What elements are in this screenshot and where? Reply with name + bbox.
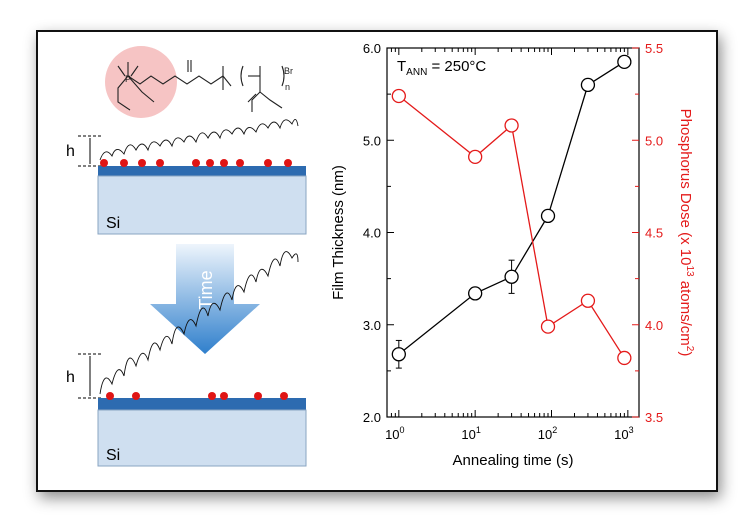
- x-tick-label: 102: [538, 425, 557, 442]
- repeat-unit-n: n: [285, 82, 290, 92]
- molecule-structure: P Br n: [105, 46, 293, 118]
- arrow-shape: [150, 244, 260, 354]
- y-tick-label: 5.0: [363, 133, 381, 148]
- series-1: [391, 54, 632, 369]
- y-tick-label: 6.0: [363, 41, 381, 56]
- data-point: [391, 88, 406, 104]
- oxide-layer: [98, 166, 306, 176]
- data-point: [504, 269, 519, 284]
- data-point: [468, 286, 483, 301]
- y-tick-label: 4.0: [363, 226, 381, 241]
- phosphonate-highlight: [105, 46, 177, 118]
- polymer-chains-thick: [99, 251, 299, 395]
- x-tick-label: 103: [614, 425, 633, 442]
- chart-series: [391, 54, 632, 369]
- figure-frame: P Br n h Si Time: [36, 30, 718, 492]
- substrate-label: Si: [106, 215, 120, 232]
- anchor-dots: [100, 159, 292, 167]
- data-point: [617, 54, 632, 69]
- data-point: [580, 77, 596, 93]
- data-point: [391, 347, 406, 362]
- y-tick-label: 3.0: [363, 318, 381, 333]
- data-point: [580, 293, 596, 308]
- temperature-annotation: TANN = 250°C: [397, 58, 486, 78]
- data-point: [468, 149, 483, 165]
- chart: 100 101 102 103 2.0 3.0 4.0 5.0 6.0 3.5 4.0 4.5 5.0 5…: [330, 41, 695, 469]
- y2-tick-label: 3.5: [645, 410, 663, 425]
- y-tick-label: 2.0: [363, 410, 381, 425]
- y2-tick-label: 5.5: [645, 41, 663, 56]
- data-point: [617, 350, 632, 366]
- substrate-after: h Si: [66, 251, 307, 467]
- y2-tick-label: 4.5: [645, 226, 663, 241]
- y2-axis-label: Phosphorus Dose (x 1013 atoms/cm2): [677, 109, 695, 357]
- bromine-atom: Br: [284, 66, 293, 76]
- x-tick-label: 100: [385, 425, 404, 442]
- chart-ticks: 100 101 102 103 2.0 3.0 4.0 5.0 6.0 3.5 4.0 4.5 5.0 5…: [363, 41, 663, 442]
- time-arrow: Time: [150, 244, 260, 354]
- schematic: P Br n h Si Time: [66, 46, 307, 467]
- figure-canvas: P Br n h Si Time: [66, 41, 695, 469]
- y-axis-label: Film Thickness (nm): [330, 165, 347, 300]
- phosphorus-atom: P: [125, 74, 131, 84]
- x-axis-label: Annealing time (s): [453, 452, 574, 469]
- series-line: [398, 95, 625, 359]
- y2-tick-label: 4.0: [645, 318, 663, 333]
- oxide-layer-after: [98, 398, 306, 410]
- substrate-label-after: Si: [106, 447, 120, 464]
- thickness-label-after: h: [66, 369, 75, 386]
- polymer-chains-thin: [99, 119, 299, 161]
- time-label: Time: [196, 270, 216, 309]
- data-point: [504, 118, 519, 133]
- plot-frame: [386, 47, 640, 418]
- substrate-before: h Si: [66, 119, 307, 235]
- silicon-substrate-after: [97, 409, 307, 467]
- thickness-label: h: [66, 143, 75, 160]
- series-2: [391, 88, 632, 366]
- y2-tick-label: 5.0: [645, 133, 663, 148]
- silicon-substrate: [97, 175, 307, 235]
- series-line: [398, 61, 625, 355]
- x-tick-label: 101: [461, 425, 480, 442]
- anchor-dots-after: [106, 392, 288, 400]
- data-point: [540, 208, 556, 224]
- data-point: [540, 319, 556, 334]
